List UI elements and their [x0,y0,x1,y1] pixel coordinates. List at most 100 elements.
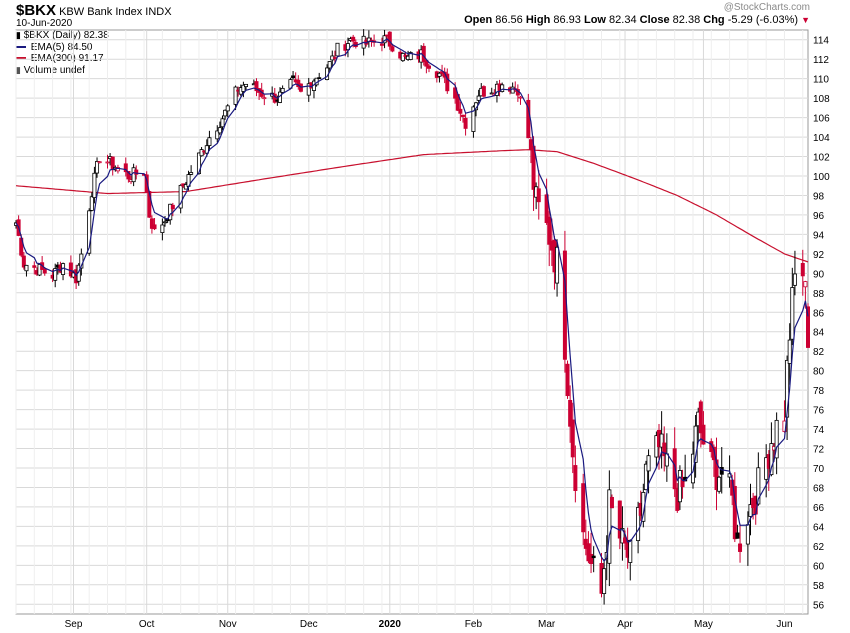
candle-body [327,61,332,69]
chg-value: -5.29 (-6.03%) [727,14,799,26]
candle-body [196,152,201,175]
candle-body [518,96,523,99]
candle-body [463,117,468,129]
y-tick-label: 74 [813,425,825,436]
candle-body [105,161,110,164]
candle-body [591,555,596,559]
candle-body [170,204,175,210]
candle-body [581,483,586,533]
legend-label-ema5: EMA(5) 84.50 [30,41,93,53]
ema5-swatch [16,45,26,48]
candle-body [453,87,458,99]
candle-body [215,130,220,140]
candle-body [628,540,633,563]
candle-body [803,281,808,288]
candle-body [426,65,431,69]
candle-body [220,118,225,128]
candle-body [351,36,356,42]
y-tick-label: 80 [813,367,825,378]
candle-body [774,419,779,459]
candle-body [306,83,311,96]
candle-body [126,170,131,180]
candle-body [183,184,188,190]
y-tick-label: 60 [813,561,825,572]
grid [15,29,809,615]
candle-body [335,42,340,57]
candle-body [458,108,463,114]
candle-body [110,156,115,169]
x-tick-label: Sep [65,619,83,630]
candle-body [379,43,384,46]
candle-body [21,255,26,268]
candle-body [291,75,296,79]
candle-body [589,553,594,565]
y-axis: 56 58 60 62 64 66 68 70 72 74 76 78 80 82 84 86 88 90 92 94… [813,36,830,612]
low-label: Low [583,14,606,26]
candle-body [659,433,664,448]
candle-body [149,218,154,229]
candle-body [806,306,811,348]
candle-body [568,399,573,427]
candle-body [680,477,685,488]
y-tick-label: 102 [813,153,830,164]
ema5-path [15,38,809,562]
candle-body [698,401,703,434]
candle-body [636,507,641,542]
candle-body [602,568,607,594]
x-tick-label: Mar [538,619,556,630]
candle-body [42,268,47,274]
candle-body [207,137,212,146]
candle-body [573,465,578,491]
candle-body [719,467,724,475]
candle-body [317,77,322,80]
candle-body [345,43,350,51]
candle-body [643,463,648,491]
candle-body [144,174,149,193]
candle-body [732,485,737,540]
y-tick-label: 78 [813,386,825,397]
candle-body [609,496,614,509]
candle-body [400,53,405,62]
y-tick-label: 86 [813,308,825,319]
candle-body [748,504,753,517]
candle-body [160,224,165,234]
x-tick-label: May [694,619,713,630]
candle-body [787,339,792,364]
candle-body [544,194,549,223]
candle-body [95,161,100,174]
candle-body [387,31,392,47]
candle-body [717,476,722,492]
candle-body [24,264,29,272]
low-value: 82.34 [609,14,637,26]
y-tick-label: 56 [813,600,825,611]
candle-body [225,105,230,112]
legend-item-volume: ▮ Volume undef [16,65,109,77]
y-tick-label: 104 [813,133,830,144]
candle-body [162,221,167,224]
candle-body [92,172,97,198]
candle-body [32,265,37,268]
y-tick-label: 72 [813,445,825,456]
candle-body [701,424,706,445]
volume-icon: ▮ [16,64,21,75]
candle-body [536,188,541,203]
candle-body [421,45,426,63]
close-value: 82.38 [672,14,701,26]
candle-body [296,79,301,88]
candle-body [262,97,267,100]
ema300-line [15,149,809,263]
candle-body [672,448,677,490]
y-tick-label: 82 [813,347,825,358]
candle-body [189,172,194,175]
candle-body [97,161,102,164]
y-tick-label: 58 [813,581,825,592]
candle-body [738,543,743,552]
x-tick-label: Apr [617,619,633,630]
candle-body [254,81,259,92]
candle-body [646,455,651,472]
y-tick-label: 94 [813,230,825,241]
x-tick-label: 2020 [379,619,402,630]
y-tick-label: 66 [813,503,825,514]
symbol: $BKX [16,2,57,19]
candle-body [735,532,740,539]
